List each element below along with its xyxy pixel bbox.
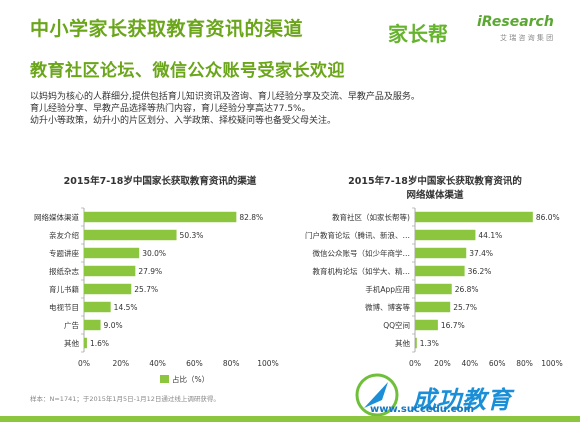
bottom-bar [0,416,580,422]
bar [84,301,111,313]
watermark-text: 成功教育 [412,386,512,414]
iresearch-logo: iResearch [477,14,554,30]
bar [415,247,467,259]
data-label: 16.7% [441,321,465,330]
category-label: 其他 [64,338,79,348]
data-label: 50.3% [180,231,204,240]
x-tick-label: 0% [409,359,421,368]
category-label: 教育机构论坛（如学大、精… [313,266,411,276]
x-tick-label: 60% [186,359,203,368]
bar [84,229,177,241]
bar [415,211,533,223]
data-label: 26.8% [455,285,479,294]
data-label: 82.8% [239,213,263,222]
x-tick-label: 40% [149,359,166,368]
x-tick-label: 40% [461,359,478,368]
data-label: 14.5% [114,303,138,312]
category-label: QQ空间 [383,320,410,330]
data-label: 25.7% [453,303,477,312]
x-tick-label: 100% [541,359,562,368]
page-title: 中小学家长获取教育资讯的渠道 [30,18,304,40]
data-label: 25.7% [134,285,158,294]
category-label: 育儿书籍 [49,284,79,294]
data-label: 86.0% [536,213,560,222]
bar [84,247,140,259]
right-chart-title-line: 2015年7-18岁中国家长获取教育资讯的 [348,176,522,187]
bar [84,337,87,349]
x-tick-label: 80% [516,359,533,368]
description-line: 育儿经验分享、早教产品选择等热门内容，育儿经验分享高达77.5%。 [30,104,311,114]
bar [84,283,132,295]
category-label: 微博、博客等 [365,302,410,312]
category-label: 报纸杂志 [49,266,79,276]
x-tick-label: 100% [257,359,278,368]
watermark-url: www.succedu.com [370,404,474,415]
data-label: 30.0% [142,249,166,258]
category-label: 教育社区（如家长帮等) [332,212,410,222]
x-tick-label: 20% [112,359,129,368]
bar [415,265,465,277]
category-label: 亲友介绍 [49,230,79,240]
description-line: 幼升小等政策，幼升小的片区划分、入学政策、择校疑问等也备受父母关注。 [30,116,337,126]
category-label: 广告 [64,320,79,330]
category-label: 网络媒体渠道 [34,212,79,222]
data-label: 37.4% [469,249,493,258]
data-label: 27.9% [138,267,162,276]
bar [84,265,136,277]
x-tick-label: 80% [223,359,240,368]
x-tick-label: 60% [489,359,506,368]
legend-swatch [160,375,169,383]
category-label: 手机App应用 [365,284,410,294]
bar [415,301,451,313]
rocket-icon [355,373,399,417]
data-label: 36.2% [468,267,492,276]
category-label: 其他 [395,338,410,348]
legend-label: 占比（%） [172,374,209,384]
description-line: 以妈妈为核心的人群细分,提供包括育儿知识资讯及咨询、育儿经验分享及交流、早教产品… [30,92,420,102]
iresearch-logo-subtitle: 艾 瑞 咨 询 集 团 [500,34,554,42]
bar [84,211,237,223]
jiazhangbang-logo: 家长帮 [388,22,448,46]
right-chart-title-line: 网络媒体渠道 [406,190,464,201]
category-label: 门户教育论坛（腾讯、新浪、… [305,230,410,240]
data-label: 44.1% [478,231,502,240]
right-chart-title: 2015年7-18岁中国家长获取教育资讯的 网络媒体渠道 [310,175,560,203]
data-label: 9.0% [104,321,123,330]
bar [415,319,438,331]
data-label: 1.3% [420,339,439,348]
x-tick-label: 20% [434,359,451,368]
category-label: 专题讲座 [49,248,79,258]
data-label: 1.6% [90,339,109,348]
bar [415,337,417,349]
footnote: 样本：N=1741；于2015年1月5日-1月12日通过线上调研获得。 [30,395,220,403]
left-chart-title: 2015年7-18岁中国家长获取教育资讯的渠道 [63,176,257,187]
bar [415,229,476,241]
x-tick-label: 0% [78,359,90,368]
category-label: 电视节目 [49,302,79,312]
category-label: 微信公众账号（如少年商学… [313,248,411,258]
description: 以妈妈为核心的人群细分,提供包括育儿知识资讯及咨询、育儿经验分享及交流、早教产品… [30,91,420,127]
bar [84,319,101,331]
bar [415,283,452,295]
page-subtitle: 教育社区论坛、微信公众账号受家长欢迎 [30,61,345,81]
